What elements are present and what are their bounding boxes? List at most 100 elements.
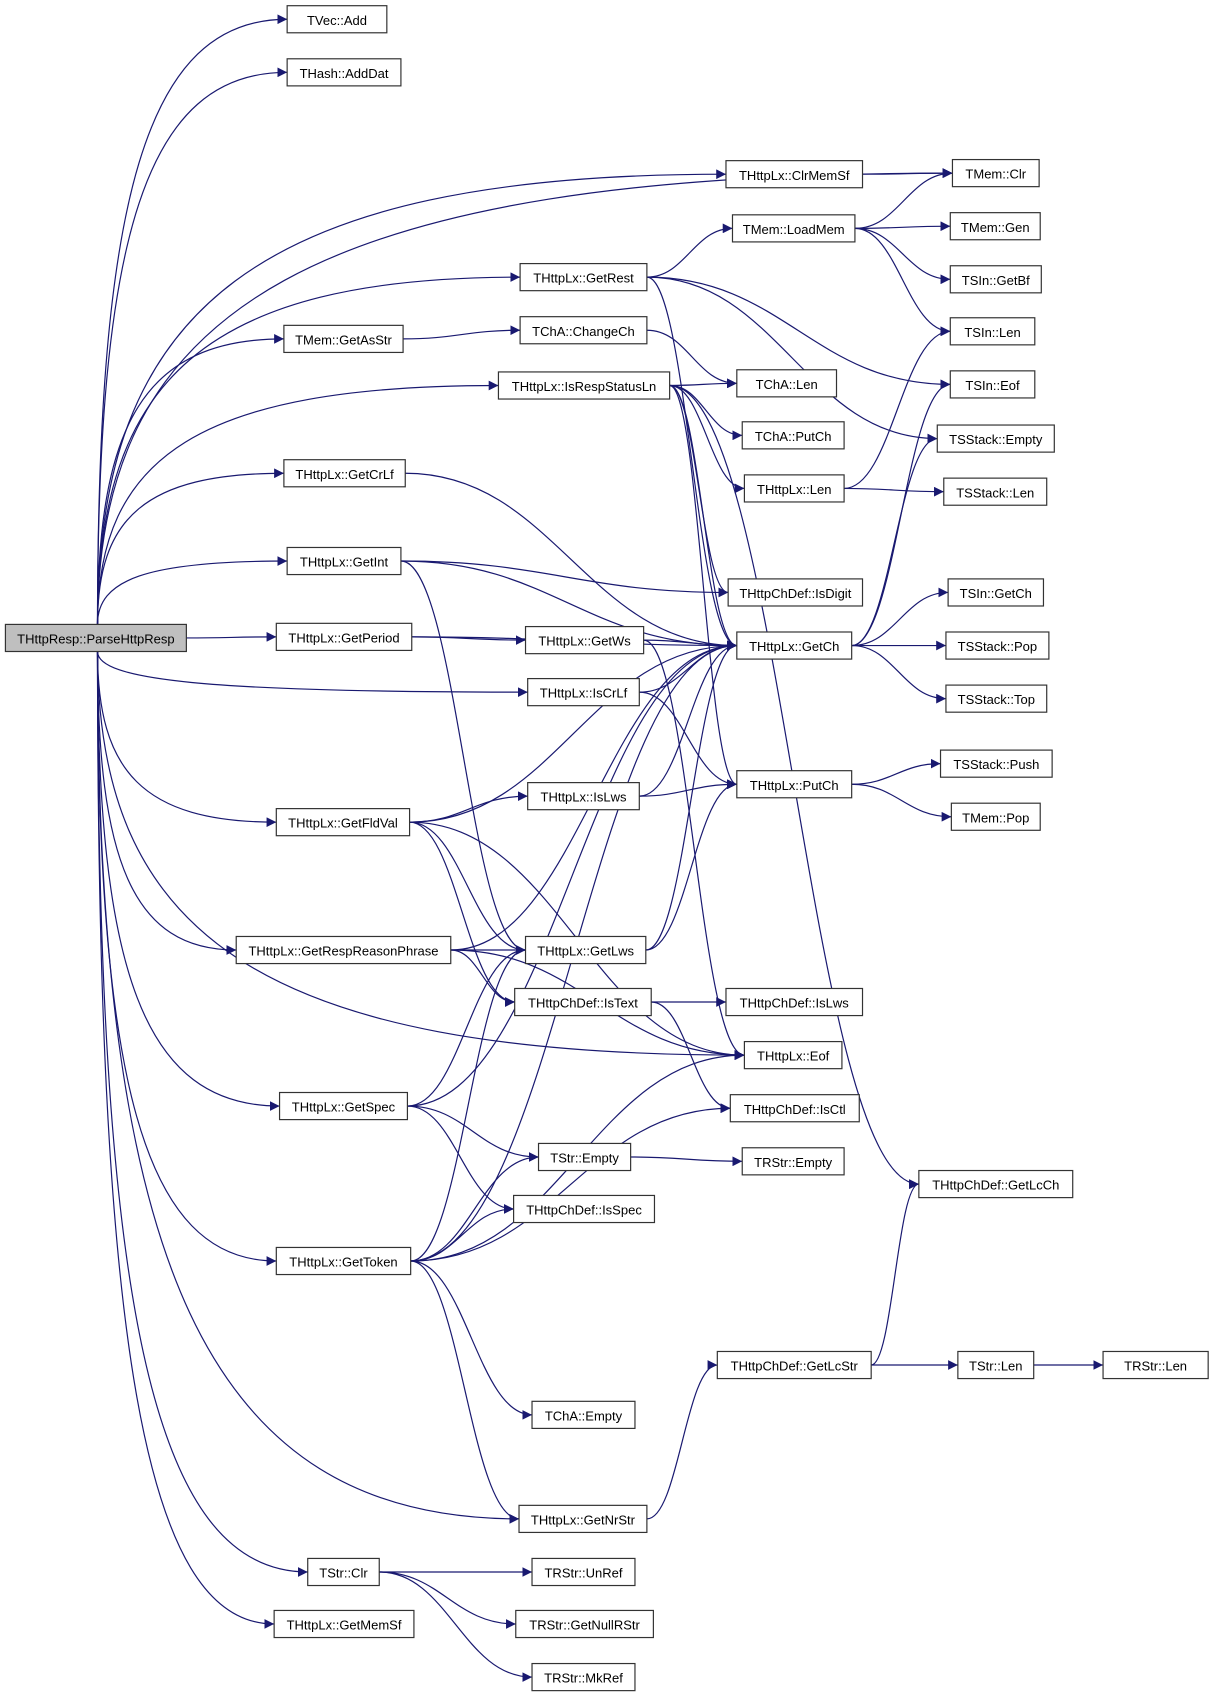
node-box bbox=[951, 158, 1040, 188]
node-label: TChA::ChangeCh bbox=[532, 324, 635, 339]
nodes-layer: THttpResp::ParseHttpResp TVec::AddTHash::… bbox=[4, 5, 1209, 1692]
edge-gettoken-to-chaempty bbox=[410, 1260, 533, 1420]
edge-isrespstatusln-to-putch bbox=[669, 384, 738, 789]
node-getrespreason[interactable]: THttpLx::GetRespReasonPhrase bbox=[235, 935, 452, 965]
edge-loadmem-to-memgen bbox=[854, 221, 951, 232]
node-changech[interactable]: TChA::ChangeCh bbox=[519, 316, 648, 345]
node-sslen[interactable]: TSStack::Len bbox=[943, 477, 1048, 506]
node-getperiod[interactable]: THttpLx::GetPeriod bbox=[275, 622, 413, 652]
node-gettoken[interactable]: THttpLx::GetToken bbox=[275, 1246, 412, 1276]
node-sigetbf[interactable]: TSIn::GetBf bbox=[949, 265, 1042, 294]
node-strlen[interactable]: TStr::Len bbox=[957, 1350, 1035, 1380]
node-iscrlf[interactable]: THttpLx::IsCrLf bbox=[527, 677, 640, 707]
node-label: TMem::GetAsStr bbox=[295, 332, 392, 347]
edge-getrest-to-loadmem bbox=[646, 223, 733, 278]
node-box bbox=[531, 1400, 636, 1430]
node-strclr[interactable]: TStr::Clr bbox=[307, 1557, 380, 1587]
node-getnullrstr[interactable]: TRStr::GetNullRStr bbox=[515, 1609, 654, 1639]
node-islws[interactable]: THttpLx::IsLws bbox=[527, 782, 640, 811]
node-rstrlen[interactable]: TRStr::Len bbox=[1102, 1350, 1209, 1380]
edge-getperiod-to-getws bbox=[411, 635, 526, 645]
node-label: THttpChDef::IsCtl bbox=[744, 1102, 846, 1117]
node-getmemsf[interactable]: THttpLx::GetMemSf bbox=[273, 1609, 415, 1639]
edge-getspec-to-isspec bbox=[407, 1105, 514, 1214]
node-ssempty[interactable]: TSStack::Empty bbox=[936, 424, 1055, 453]
node-isrespstatusln[interactable]: THttpLx::IsRespStatusLn bbox=[497, 371, 671, 400]
edge-strclr-to-mkref bbox=[379, 1571, 533, 1682]
node-silen[interactable]: TSIn::Len bbox=[949, 317, 1036, 346]
node-sspop[interactable]: TSStack::Pop bbox=[945, 631, 1050, 660]
edge-getfldval-to-istext bbox=[409, 821, 515, 1007]
edge-gettoken-to-strempty bbox=[410, 1152, 539, 1262]
node-label: THttpLx::IsRespStatusLn bbox=[512, 379, 657, 394]
node-mempop[interactable]: TMem::Pop bbox=[950, 802, 1041, 831]
node-sspush[interactable]: TSStack::Push bbox=[939, 749, 1053, 778]
node-hashadddat[interactable]: THash::AddDat bbox=[286, 58, 402, 87]
edge-isrespstatusln-to-chalen bbox=[669, 378, 737, 389]
edge-getspec-to-getch bbox=[407, 640, 737, 1107]
node-rstrempty[interactable]: TRStr::Empty bbox=[741, 1147, 845, 1176]
node-mkref[interactable]: TRStr::MkRef bbox=[531, 1662, 636, 1692]
node-box bbox=[1102, 1350, 1209, 1380]
edge-getfldval-to-getch bbox=[409, 640, 737, 823]
edge-root-to-getasstr bbox=[96, 334, 284, 625]
node-sigetch[interactable]: TSIn::GetCh bbox=[947, 578, 1045, 607]
node-putch[interactable]: THttpLx::PutCh bbox=[736, 770, 853, 799]
node-label: TSIn::GetCh bbox=[960, 586, 1032, 601]
edge-root-to-getperiod bbox=[186, 631, 277, 642]
node-label: THttpLx::GetLws bbox=[537, 944, 634, 959]
node-label: TStr::Empty bbox=[550, 1151, 619, 1166]
node-getspec[interactable]: THttpLx::GetSpec bbox=[278, 1091, 409, 1121]
node-clrmemsf[interactable]: THttpLx::ClrMemSf bbox=[725, 160, 864, 189]
node-getfldval[interactable]: THttpLx::GetFldVal bbox=[275, 808, 411, 837]
edge-gettoken-to-getnrstr bbox=[410, 1260, 520, 1524]
node-box bbox=[736, 369, 838, 398]
node-getint[interactable]: THttpLx::GetInt bbox=[286, 546, 402, 576]
node-memgen[interactable]: TMem::Gen bbox=[949, 212, 1041, 241]
node-isdigit[interactable]: THttpChDef::IsDigit bbox=[727, 578, 864, 607]
node-label: TSStack::Len bbox=[956, 485, 1034, 500]
node-getlws[interactable]: THttpLx::GetLws bbox=[524, 935, 647, 965]
node-label: THttpLx::GetInt bbox=[300, 555, 389, 570]
node-box bbox=[936, 424, 1055, 453]
node-box bbox=[741, 1147, 845, 1176]
node-lxeof[interactable]: THttpLx::Eof bbox=[743, 1040, 843, 1070]
node-istext[interactable]: THttpChDef::IsText bbox=[514, 987, 652, 1017]
node-getrest[interactable]: THttpLx::GetRest bbox=[519, 262, 648, 292]
node-cdislws[interactable]: THttpChDef::IsLws bbox=[725, 987, 864, 1017]
node-box bbox=[286, 5, 388, 34]
node-getasstr[interactable]: TMem::GetAsStr bbox=[283, 324, 404, 354]
node-label: TSStack::Pop bbox=[958, 639, 1037, 654]
edge-root-to-getcrlf bbox=[96, 468, 284, 625]
node-unref[interactable]: TRStr::UnRef bbox=[531, 1557, 636, 1587]
node-box bbox=[527, 677, 640, 707]
node-isspec[interactable]: THttpChDef::IsSpec bbox=[513, 1194, 656, 1224]
edge-getrest-to-getch bbox=[646, 276, 737, 651]
node-getnrstr[interactable]: THttpLx::GetNrStr bbox=[518, 1504, 648, 1534]
node-isctl[interactable]: THttpChDef::IsCtl bbox=[729, 1094, 860, 1123]
node-strempty[interactable]: TStr::Empty bbox=[537, 1142, 632, 1172]
node-getws[interactable]: THttpLx::GetWs bbox=[524, 625, 645, 655]
node-label: TRStr::MkRef bbox=[544, 1671, 623, 1686]
node-chalen[interactable]: TChA::Len bbox=[736, 369, 838, 398]
node-loadmem[interactable]: TMem::LoadMem bbox=[731, 214, 856, 243]
node-chaempty[interactable]: TChA::Empty bbox=[531, 1400, 636, 1430]
node-box bbox=[515, 1609, 654, 1639]
node-sieof[interactable]: TSIn::Eof bbox=[949, 370, 1036, 399]
node-box bbox=[736, 631, 853, 660]
node-getch[interactable]: THttpLx::GetCh bbox=[736, 631, 853, 660]
node-lxlen[interactable]: THttpLx::Len bbox=[743, 474, 845, 503]
node-root[interactable]: THttpResp::ParseHttpResp bbox=[4, 623, 187, 653]
node-label: TRStr::UnRef bbox=[544, 1566, 622, 1581]
edge-root-to-getint bbox=[96, 556, 288, 625]
node-tvecadd[interactable]: TVec::Add bbox=[286, 5, 388, 34]
node-memclr[interactable]: TMem::Clr bbox=[951, 158, 1040, 188]
node-getcrlf[interactable]: THttpLx::GetCrLf bbox=[283, 459, 406, 488]
node-getlcch[interactable]: THttpChDef::GetLcCh bbox=[918, 1169, 1074, 1199]
node-chaputch[interactable]: TChA::PutCh bbox=[741, 421, 845, 450]
node-box bbox=[524, 935, 647, 965]
edge-getlws-to-getch bbox=[645, 640, 737, 951]
node-getlcstr[interactable]: THttpChDef::GetLcStr bbox=[716, 1350, 872, 1380]
node-sstop[interactable]: TSStack::Top bbox=[945, 684, 1048, 713]
